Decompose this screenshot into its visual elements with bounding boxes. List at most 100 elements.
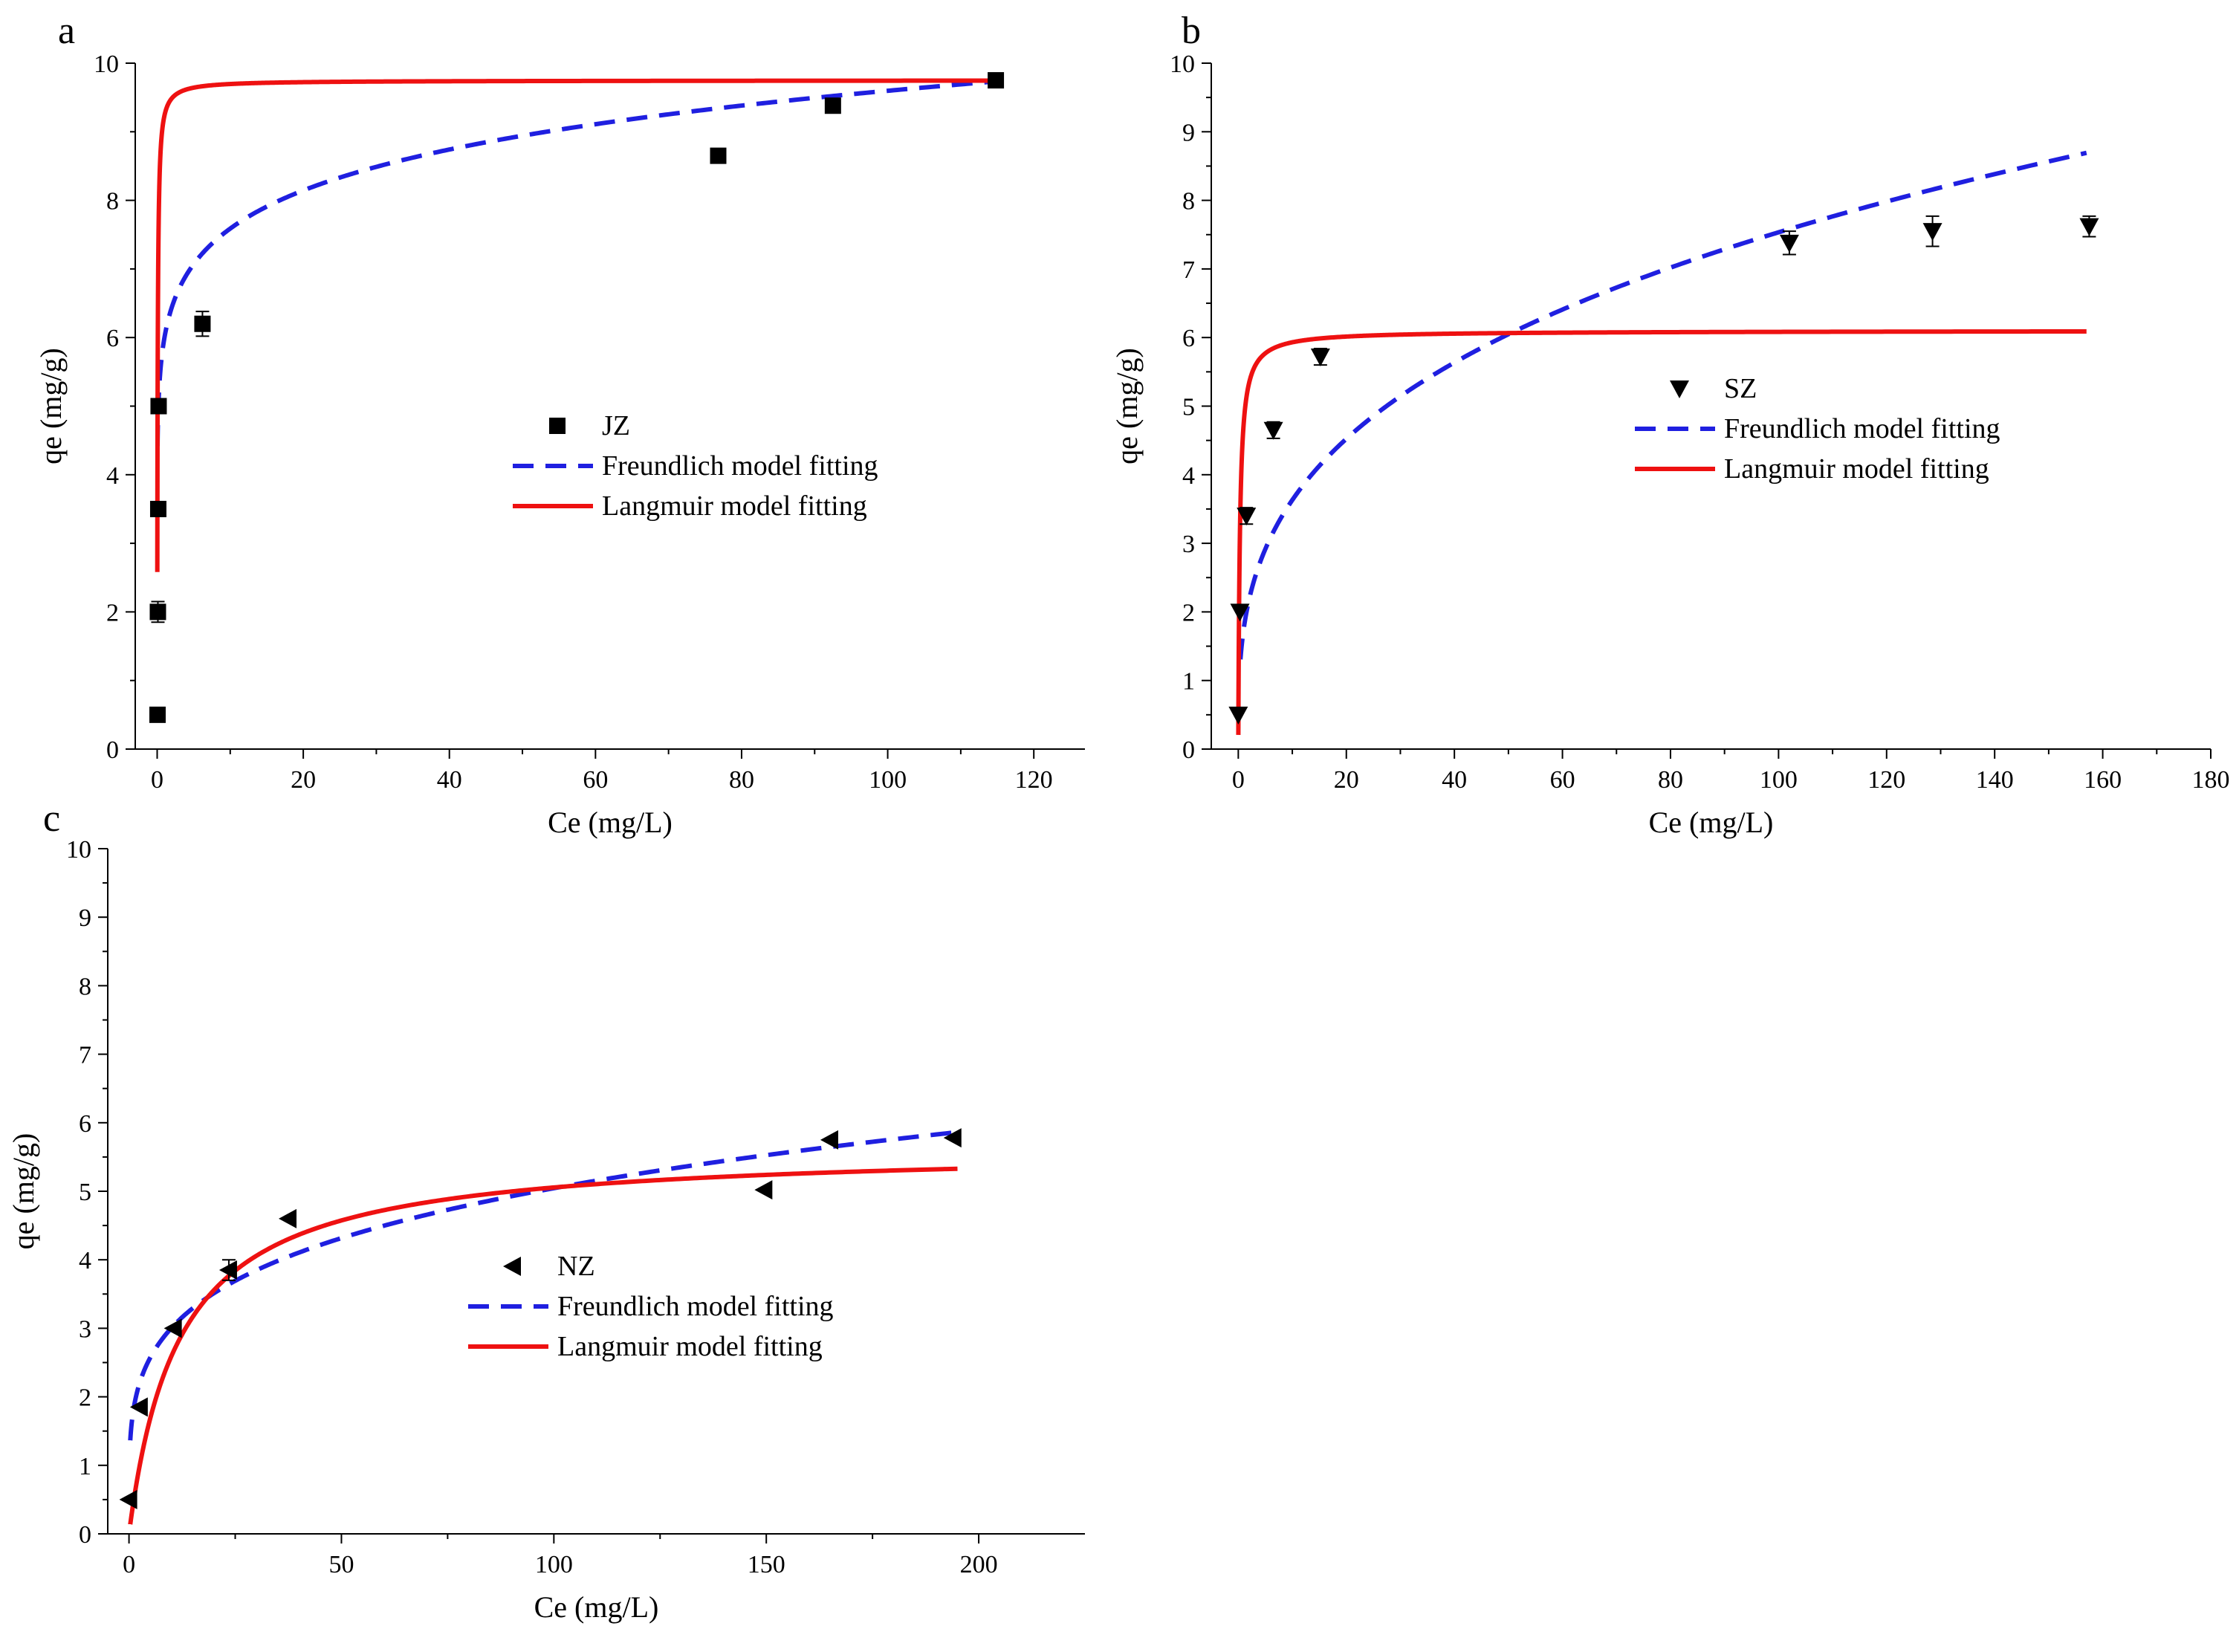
x-tick-label: 150 xyxy=(748,1551,785,1578)
y-tick-label: 9 xyxy=(1182,119,1195,146)
data-point xyxy=(1263,421,1283,440)
data-point xyxy=(149,603,166,621)
panel-c: c 0 50 100 150 200 0 1 2 3 4 5 6 7 8 9 10 Ce (mg/L) qe (mg… xyxy=(7,797,1085,1624)
y-tick-label: 0 xyxy=(79,1521,91,1549)
langmuir-curve xyxy=(1236,328,2087,736)
x-tick-label: 40 xyxy=(1442,766,1467,794)
x-tick-label: 200 xyxy=(960,1551,998,1578)
y-tick-label: 1 xyxy=(79,1453,91,1480)
x-tick-label: 160 xyxy=(2084,766,2122,794)
x-axis-title: Ce (mg/L) xyxy=(534,1590,659,1624)
data-point xyxy=(820,1130,838,1150)
data-point xyxy=(1230,603,1250,622)
legend-label: Freundlich model fitting xyxy=(557,1291,834,1322)
y-tick-label: 2 xyxy=(79,1384,91,1412)
panel-letter: a xyxy=(58,10,75,52)
data-point xyxy=(278,1208,297,1228)
x-tick-label: 80 xyxy=(729,766,754,794)
data-point xyxy=(754,1180,773,1200)
langmuir-curve xyxy=(128,1166,958,1525)
x-tick-label: 50 xyxy=(328,1551,354,1578)
legend-label: JZ xyxy=(602,410,630,441)
legend: NZ Freundlich model fitting Langmuir model… xyxy=(468,1251,834,1362)
legend-label: Langmuir model fitting xyxy=(602,490,867,522)
legend-marker xyxy=(503,1257,521,1276)
y-tick-label: 10 xyxy=(66,836,91,864)
y-tick-label: 9 xyxy=(79,904,91,932)
x-tick-label: 0 xyxy=(1232,766,1245,794)
y-tick-label: 5 xyxy=(1182,394,1195,421)
data-point xyxy=(149,500,166,517)
y-axis-title: qe (mg/g) xyxy=(7,1133,40,1250)
x-tick-label: 100 xyxy=(535,1551,573,1578)
x-tick-label: 60 xyxy=(1550,766,1575,794)
y-tick-label: 10 xyxy=(1170,51,1195,78)
data-point xyxy=(129,1397,148,1417)
y-tick-label: 1 xyxy=(1182,668,1195,696)
data-point xyxy=(163,1318,182,1338)
data-point xyxy=(1779,234,1799,253)
data-point xyxy=(2079,218,2099,236)
panel-letter: b xyxy=(1182,10,1201,52)
data-point xyxy=(150,398,167,415)
freundlich-curve xyxy=(1238,150,2087,660)
y-axis-title: qe (mg/g) xyxy=(1110,348,1144,464)
y-tick-label: 8 xyxy=(1182,188,1195,216)
y-tick-label: 10 xyxy=(94,51,119,78)
x-tick-label: 0 xyxy=(151,766,163,794)
legend-label: Freundlich model fitting xyxy=(602,450,878,482)
x-tick-label: 80 xyxy=(1658,766,1683,794)
x-tick-label: 20 xyxy=(291,766,316,794)
y-tick-label: 5 xyxy=(79,1179,91,1206)
data-point xyxy=(1922,223,1942,242)
data-point xyxy=(943,1128,962,1148)
y-axis-title: qe (mg/g) xyxy=(34,348,68,464)
freundlich-curve xyxy=(155,79,998,447)
legend: JZ Freundlich model fitting Langmuir model… xyxy=(513,410,878,522)
y-tick-label: 2 xyxy=(1182,599,1195,626)
data-point xyxy=(1310,349,1330,367)
legend-marker xyxy=(549,418,566,434)
y-tick-label: 7 xyxy=(1182,256,1195,284)
data-point xyxy=(710,147,727,164)
legend: SZ Freundlich model fitting Langmuir model… xyxy=(1635,373,2000,485)
y-tick-label: 6 xyxy=(79,1110,91,1138)
panel-letter: c xyxy=(43,797,60,840)
x-tick-label: 180 xyxy=(2192,766,2230,794)
x-tick-label: 140 xyxy=(1976,766,2014,794)
y-tick-label: 3 xyxy=(79,1315,91,1343)
y-tick-label: 6 xyxy=(106,325,119,352)
y-tick-label: 6 xyxy=(1182,325,1195,352)
x-axis-title: Ce (mg/L) xyxy=(548,806,673,839)
legend-marker xyxy=(1670,380,1689,398)
data-point xyxy=(988,72,1005,89)
legend-label: SZ xyxy=(1724,373,1757,404)
data-point xyxy=(1237,508,1257,526)
y-tick-label: 3 xyxy=(1182,531,1195,558)
legend-label: Langmuir model fitting xyxy=(557,1331,823,1362)
data-point xyxy=(1228,706,1248,725)
x-tick-label: 40 xyxy=(437,766,462,794)
data-point xyxy=(824,97,841,114)
langmuir-curve xyxy=(155,78,998,572)
legend-label: Langmuir model fitting xyxy=(1724,453,1989,485)
y-tick-label: 8 xyxy=(79,973,91,1000)
x-tick-label: 120 xyxy=(1015,766,1053,794)
data-point xyxy=(119,1489,137,1509)
x-tick-label: 20 xyxy=(1334,766,1359,794)
x-tick-label: 100 xyxy=(1760,766,1798,794)
y-tick-label: 4 xyxy=(79,1247,91,1274)
x-tick-label: 60 xyxy=(583,766,608,794)
x-tick-label: 120 xyxy=(1867,766,1905,794)
legend-label: NZ xyxy=(557,1251,595,1282)
data-point xyxy=(149,706,166,723)
freundlich-curve xyxy=(128,1130,958,1441)
x-axis-title: Ce (mg/L) xyxy=(1649,806,1774,839)
y-tick-label: 4 xyxy=(106,462,119,490)
data-point xyxy=(194,315,211,332)
y-tick-label: 2 xyxy=(106,599,119,626)
panel-a: a 0 20 40 60 80 100 120 0 2 4 6 8 10 Ce (mg/L) qe (mg/g… xyxy=(34,10,1085,839)
x-tick-label: 100 xyxy=(869,766,907,794)
y-tick-label: 7 xyxy=(79,1042,91,1069)
